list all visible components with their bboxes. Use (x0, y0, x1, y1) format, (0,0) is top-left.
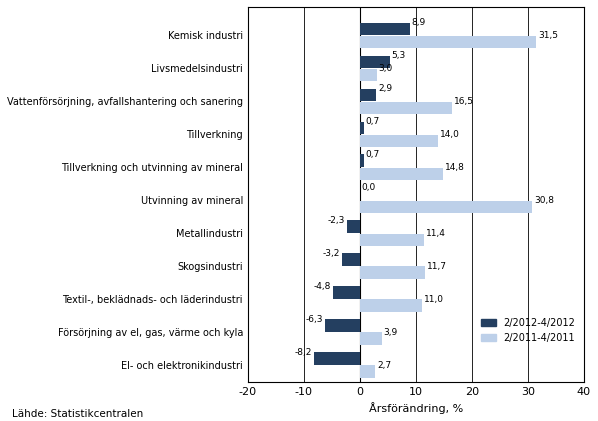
Legend: 2/2012-4/2012, 2/2011-4/2011: 2/2012-4/2012, 2/2011-4/2011 (477, 314, 579, 347)
Text: 14,0: 14,0 (440, 130, 460, 139)
Bar (360, 168, 443, 180)
Bar (360, 56, 389, 68)
Bar (342, 253, 360, 266)
Text: Lähde: Statistikcentralen: Lähde: Statistikcentralen (12, 409, 143, 419)
Bar (360, 36, 536, 48)
Bar (360, 102, 452, 115)
Text: -2,3: -2,3 (328, 216, 345, 225)
Bar (360, 122, 364, 134)
Bar (360, 299, 422, 312)
Bar (360, 23, 410, 35)
Text: 11,0: 11,0 (423, 295, 444, 304)
Text: 2,9: 2,9 (378, 84, 392, 93)
Bar (314, 352, 360, 365)
Text: 14,8: 14,8 (445, 163, 465, 172)
Bar (333, 286, 360, 299)
Text: -8,2: -8,2 (295, 348, 312, 357)
Text: 2,7: 2,7 (377, 361, 391, 370)
Bar (360, 135, 438, 147)
Bar (347, 220, 360, 233)
Text: -3,2: -3,2 (322, 249, 340, 258)
Text: 8,9: 8,9 (411, 18, 426, 27)
Text: 0,7: 0,7 (366, 117, 380, 126)
Bar (360, 234, 424, 246)
Text: 11,4: 11,4 (426, 229, 446, 238)
Bar (325, 319, 360, 332)
Text: 3,0: 3,0 (379, 64, 393, 73)
Bar (360, 266, 425, 279)
Text: -4,8: -4,8 (313, 282, 331, 291)
X-axis label: Årsförändring, %: Årsförändring, % (369, 402, 463, 414)
Text: 3,9: 3,9 (384, 328, 398, 337)
Text: 0,0: 0,0 (362, 183, 376, 192)
Text: 5,3: 5,3 (392, 51, 406, 60)
Text: 16,5: 16,5 (454, 97, 474, 106)
Bar (360, 365, 375, 378)
Bar (360, 155, 364, 167)
Bar (360, 89, 376, 101)
Text: 30,8: 30,8 (535, 196, 554, 205)
Bar (360, 332, 382, 345)
Bar (360, 69, 377, 81)
Text: -6,3: -6,3 (305, 314, 322, 324)
Text: 31,5: 31,5 (538, 32, 559, 40)
Text: 11,7: 11,7 (428, 262, 447, 271)
Text: 0,7: 0,7 (366, 150, 380, 159)
Bar (360, 200, 532, 213)
